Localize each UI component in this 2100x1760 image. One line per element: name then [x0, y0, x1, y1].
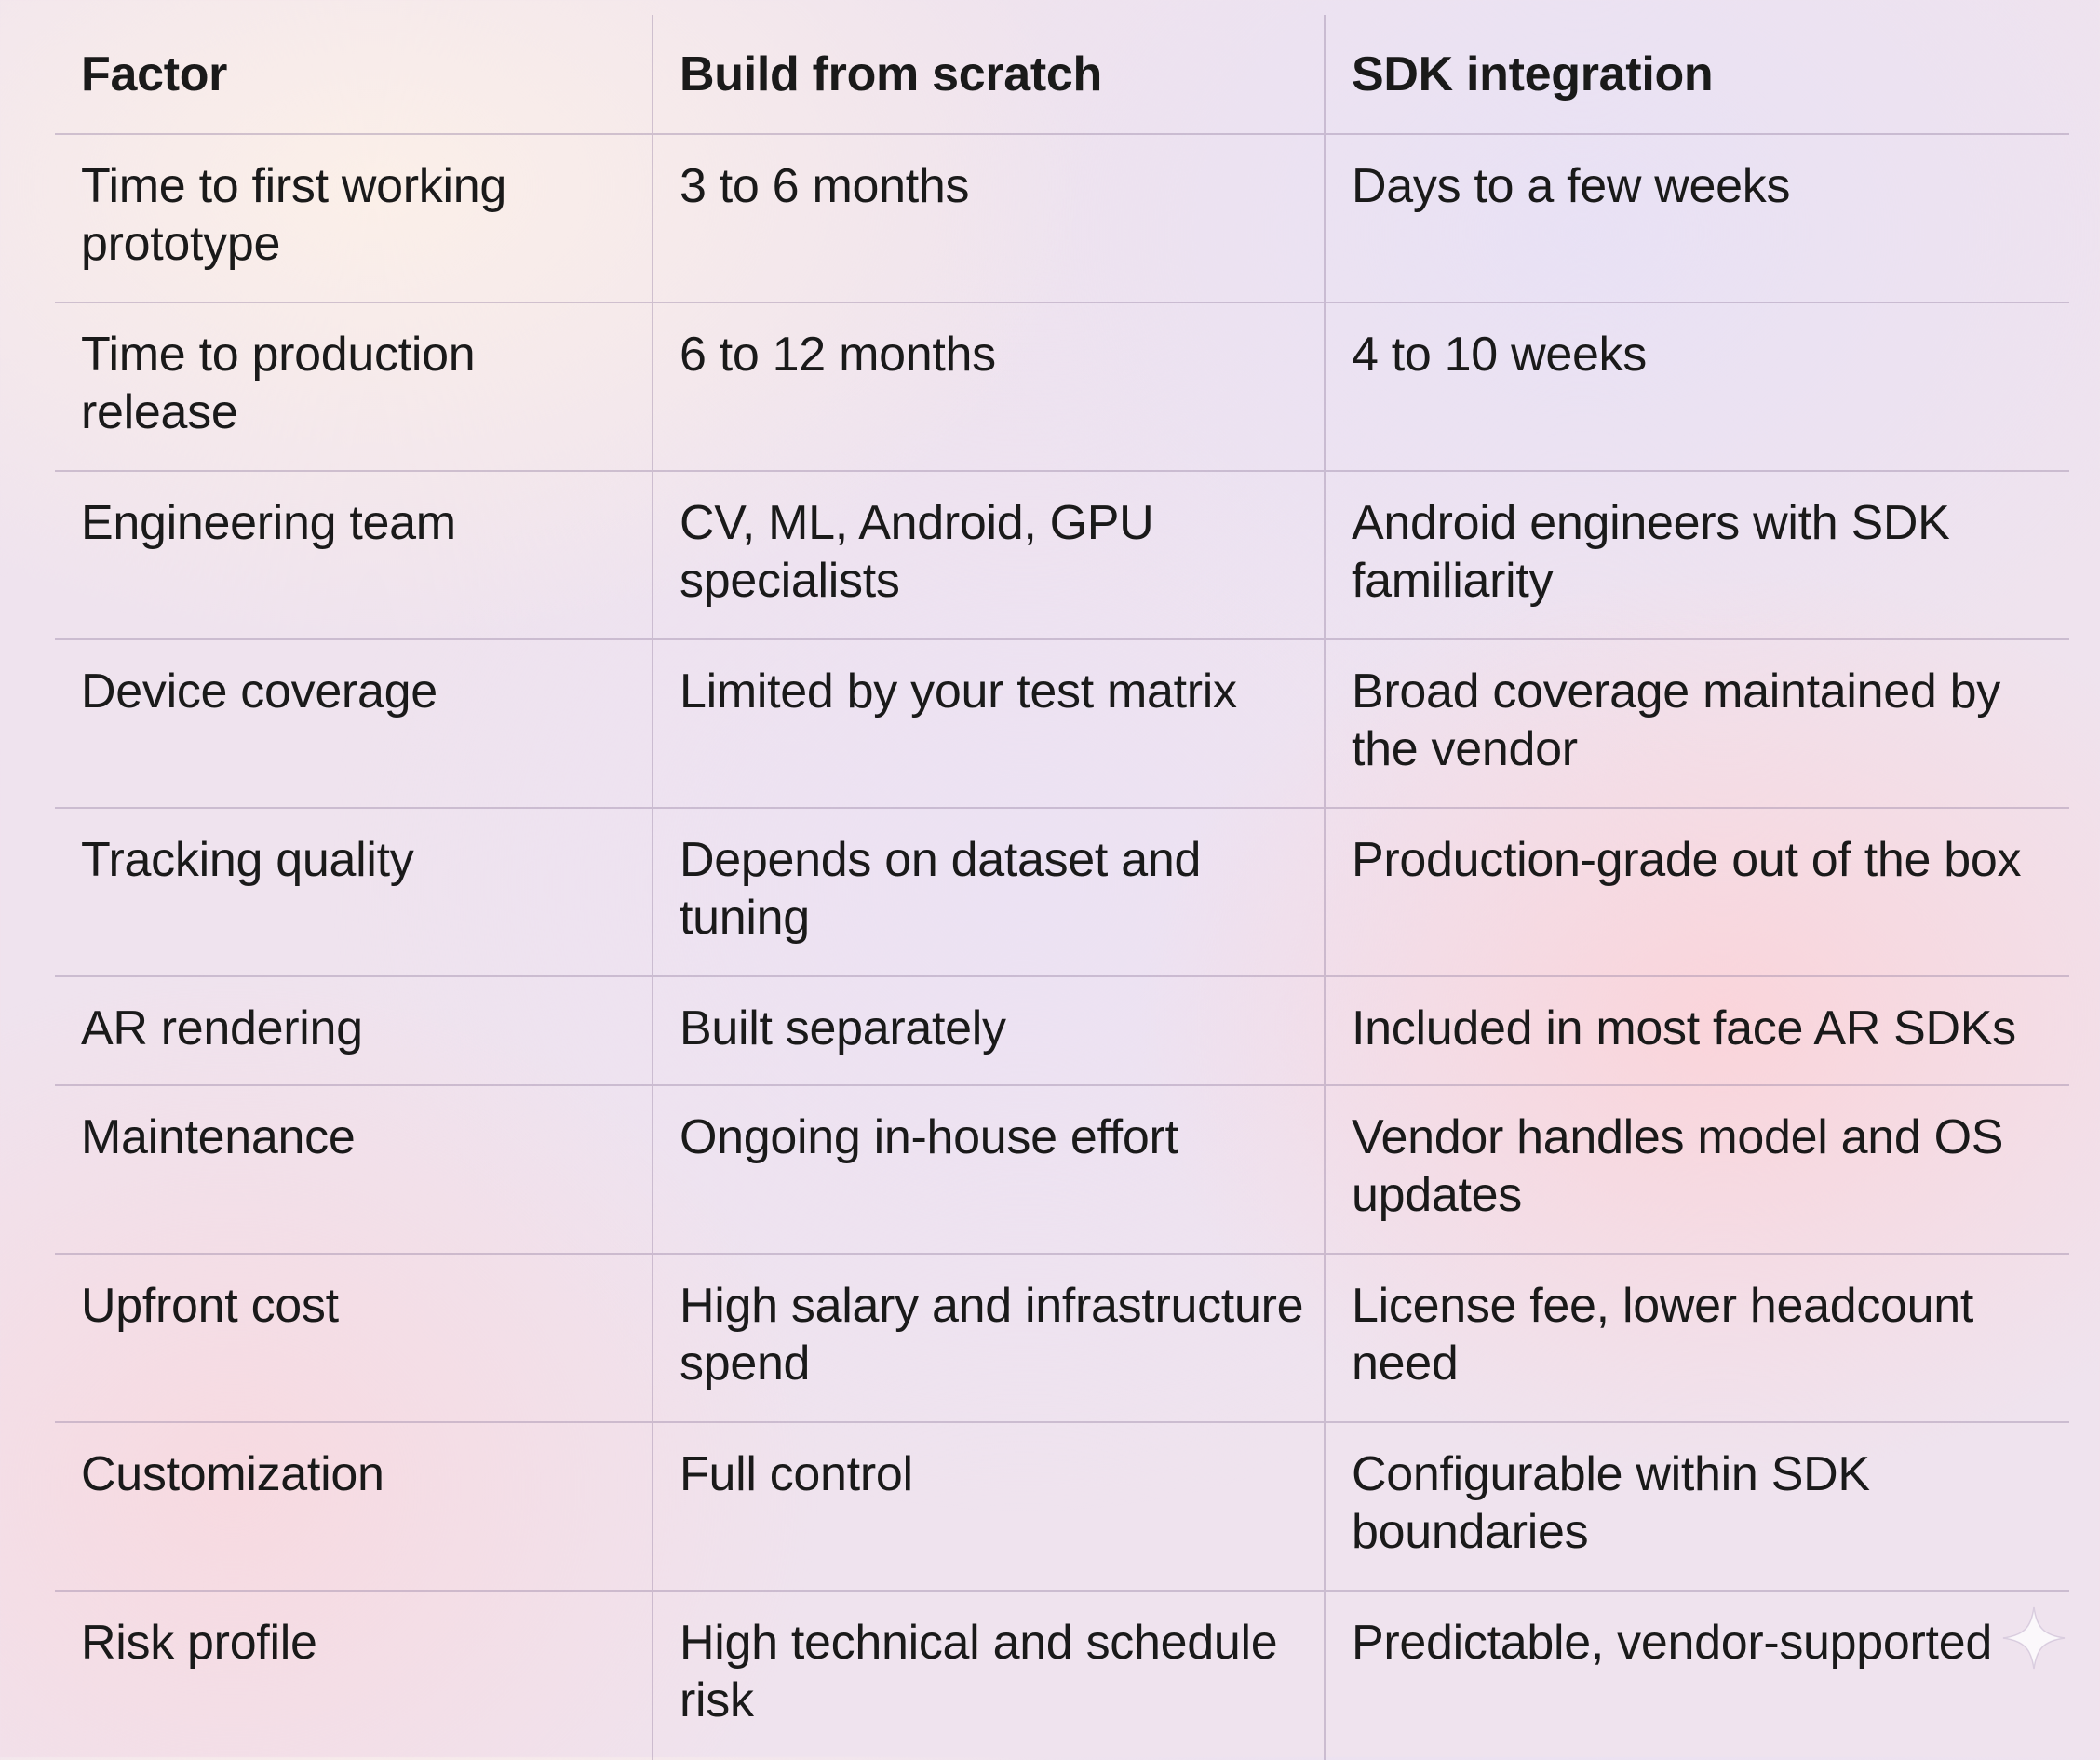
factor-cell: Engineering team [55, 471, 653, 640]
build-cell: Ongoing in-house effort [652, 1085, 1325, 1255]
factor-cell: Upfront cost [55, 1254, 653, 1423]
header-factor: Factor [55, 15, 653, 135]
build-cell: High salary and infrastructure spend [652, 1254, 1325, 1423]
sdk-cell: Configurable within SDK boundaries [1324, 1422, 2069, 1592]
table-row: Risk profile High technical and schedule… [55, 1591, 2069, 1760]
sdk-cell: Included in most face AR SDKs [1324, 976, 2069, 1086]
comparison-table-wrapper: Factor Build from scratch SDK integratio… [55, 15, 2069, 1760]
build-cell: Full control [652, 1422, 1325, 1592]
header-sdk-integration: SDK integration [1324, 15, 2069, 135]
table-header-row: Factor Build from scratch SDK integratio… [55, 15, 2069, 135]
table-row: Tracking quality Depends on dataset and … [55, 808, 2069, 977]
sdk-cell: Production-grade out of the box [1324, 808, 2069, 977]
sdk-cell: License fee, lower headcount need [1324, 1254, 2069, 1423]
factor-cell: AR rendering [55, 976, 653, 1086]
sdk-cell: Predictable, vendor-supported [1324, 1591, 2069, 1760]
sdk-cell: Broad coverage maintained by the vendor [1324, 639, 2069, 809]
build-cell: Limited by your test matrix [652, 639, 1325, 809]
build-cell: High technical and schedule risk [652, 1591, 1325, 1760]
table-row: Device coverage Limited by your test mat… [55, 639, 2069, 809]
table-row: AR rendering Built separately Included i… [55, 976, 2069, 1086]
comparison-table: Factor Build from scratch SDK integratio… [55, 15, 2069, 1760]
build-cell: 3 to 6 months [652, 134, 1325, 303]
build-cell: CV, ML, Android, GPU specialists [652, 471, 1325, 640]
sdk-cell: Vendor handles model and OS updates [1324, 1085, 2069, 1255]
table-row: Engineering team CV, ML, Android, GPU sp… [55, 471, 2069, 640]
header-build-from-scratch: Build from scratch [652, 15, 1325, 135]
build-cell: Built separately [652, 976, 1325, 1086]
factor-cell: Maintenance [55, 1085, 653, 1255]
table-row: Customization Full control Configurable … [55, 1422, 2069, 1592]
sparkle-icon [2002, 1606, 2066, 1670]
build-cell: Depends on dataset and tuning [652, 808, 1325, 977]
table-row: Time to first working prototype 3 to 6 m… [55, 134, 2069, 303]
build-cell: 6 to 12 months [652, 302, 1325, 472]
table-row: Maintenance Ongoing in-house effort Vend… [55, 1085, 2069, 1255]
table-row: Upfront cost High salary and infrastruct… [55, 1254, 2069, 1423]
sdk-cell: 4 to 10 weeks [1324, 302, 2069, 472]
factor-cell: Risk profile [81, 1616, 317, 1670]
sdk-cell: Days to a few weeks [1324, 134, 2069, 303]
factor-cell: Tracking quality [55, 808, 653, 977]
factor-cell: Device coverage [55, 639, 653, 809]
factor-cell: Time to first working prototype [55, 134, 653, 303]
sdk-cell: Android engineers with SDK familiarity [1324, 471, 2069, 640]
factor-cell: Time to production release [55, 302, 653, 472]
table-row: Time to production release 6 to 12 month… [55, 302, 2069, 472]
factor-cell: Customization [55, 1422, 653, 1592]
